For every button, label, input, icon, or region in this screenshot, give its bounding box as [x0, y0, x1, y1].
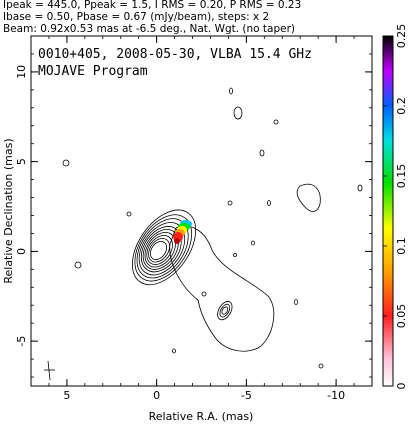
colorbar: [382, 35, 394, 387]
x-tick-label: 5: [63, 389, 70, 402]
jet-component-contour: [221, 306, 229, 315]
jet-outer-contour: [169, 225, 275, 352]
jet-component-contour: [219, 303, 231, 318]
noise-contour: [229, 87, 233, 95]
noise-contour: [62, 159, 70, 167]
colorbar-tick-label: 0.25: [395, 24, 408, 49]
polarization-blob: [174, 238, 180, 244]
core-contour: [132, 209, 197, 286]
core-contour: [142, 229, 179, 270]
y-tick-label: -5: [15, 336, 28, 347]
plot-frame: [30, 35, 373, 387]
noise-contour: [201, 291, 207, 297]
y-tick-label: 5: [15, 158, 28, 165]
chart-subtitle: MOJAVE Program: [38, 64, 148, 79]
jet-component-contour: [217, 301, 233, 321]
core-contour: [148, 238, 170, 263]
noise-contour: [227, 200, 233, 206]
noise-contour: [233, 106, 243, 120]
y-axis-ticks: 10 5 0 -5: [15, 35, 372, 378]
beam-marker: [44, 360, 55, 381]
chart-title: 0010+405, 2008-05-30, VLBA 15.4 GHz: [38, 47, 312, 62]
noise-contour: [172, 348, 176, 354]
core-contour: [146, 235, 173, 265]
core-contour: [134, 214, 193, 282]
y-tick-label: 0: [15, 248, 28, 255]
noise-contour: [233, 253, 237, 257]
noise-contour: [273, 119, 279, 125]
header-line-2: Ibase = 0.50, Pbase = 0.67 (mJy/beam), s…: [3, 11, 270, 23]
header-line-1: Ipeak = 445.0, Ppeak = 1.5, I RMS = 0.20…: [3, 0, 302, 11]
noise-contour: [259, 149, 265, 157]
x-tick-label: -10: [327, 389, 345, 402]
colorbar-ticks: 0.25 0.2 0.15 0.1 0.05 0: [383, 24, 408, 390]
faint-contour: [296, 183, 321, 212]
x-tick-label: 0: [153, 389, 160, 402]
colorbar-tick-label: 0: [395, 383, 408, 390]
noise-contour: [74, 261, 82, 269]
x-axis-ticks: 5 0 -5 -10: [30, 36, 373, 402]
y-axis-label: Relative Declination (mas): [2, 138, 15, 283]
noise-contour: [294, 299, 298, 305]
colorbar-tick-label: 0.1: [395, 237, 408, 255]
noise-contour: [126, 211, 132, 217]
colorbar-tick-label: 0.05: [395, 304, 408, 329]
header-line-3: Beam: 0.92x0.53 mas at -6.5 deg., Nat. W…: [3, 23, 296, 35]
noise-contour: [267, 200, 271, 206]
colorbar-tick-label: 0.15: [395, 164, 408, 189]
colorbar-tick-label: 0.2: [395, 97, 408, 115]
noise-contour: [357, 184, 363, 192]
noise-contour: [251, 240, 255, 246]
core-contour: [138, 222, 186, 276]
x-axis-label: Relative R.A. (mas): [149, 410, 254, 423]
contour-map: [62, 87, 363, 369]
core-contour: [150, 240, 168, 261]
x-tick-label: -5: [241, 389, 252, 402]
core-contour: [136, 218, 189, 279]
y-tick-label: 10: [15, 65, 28, 79]
noise-contour: [318, 363, 324, 369]
